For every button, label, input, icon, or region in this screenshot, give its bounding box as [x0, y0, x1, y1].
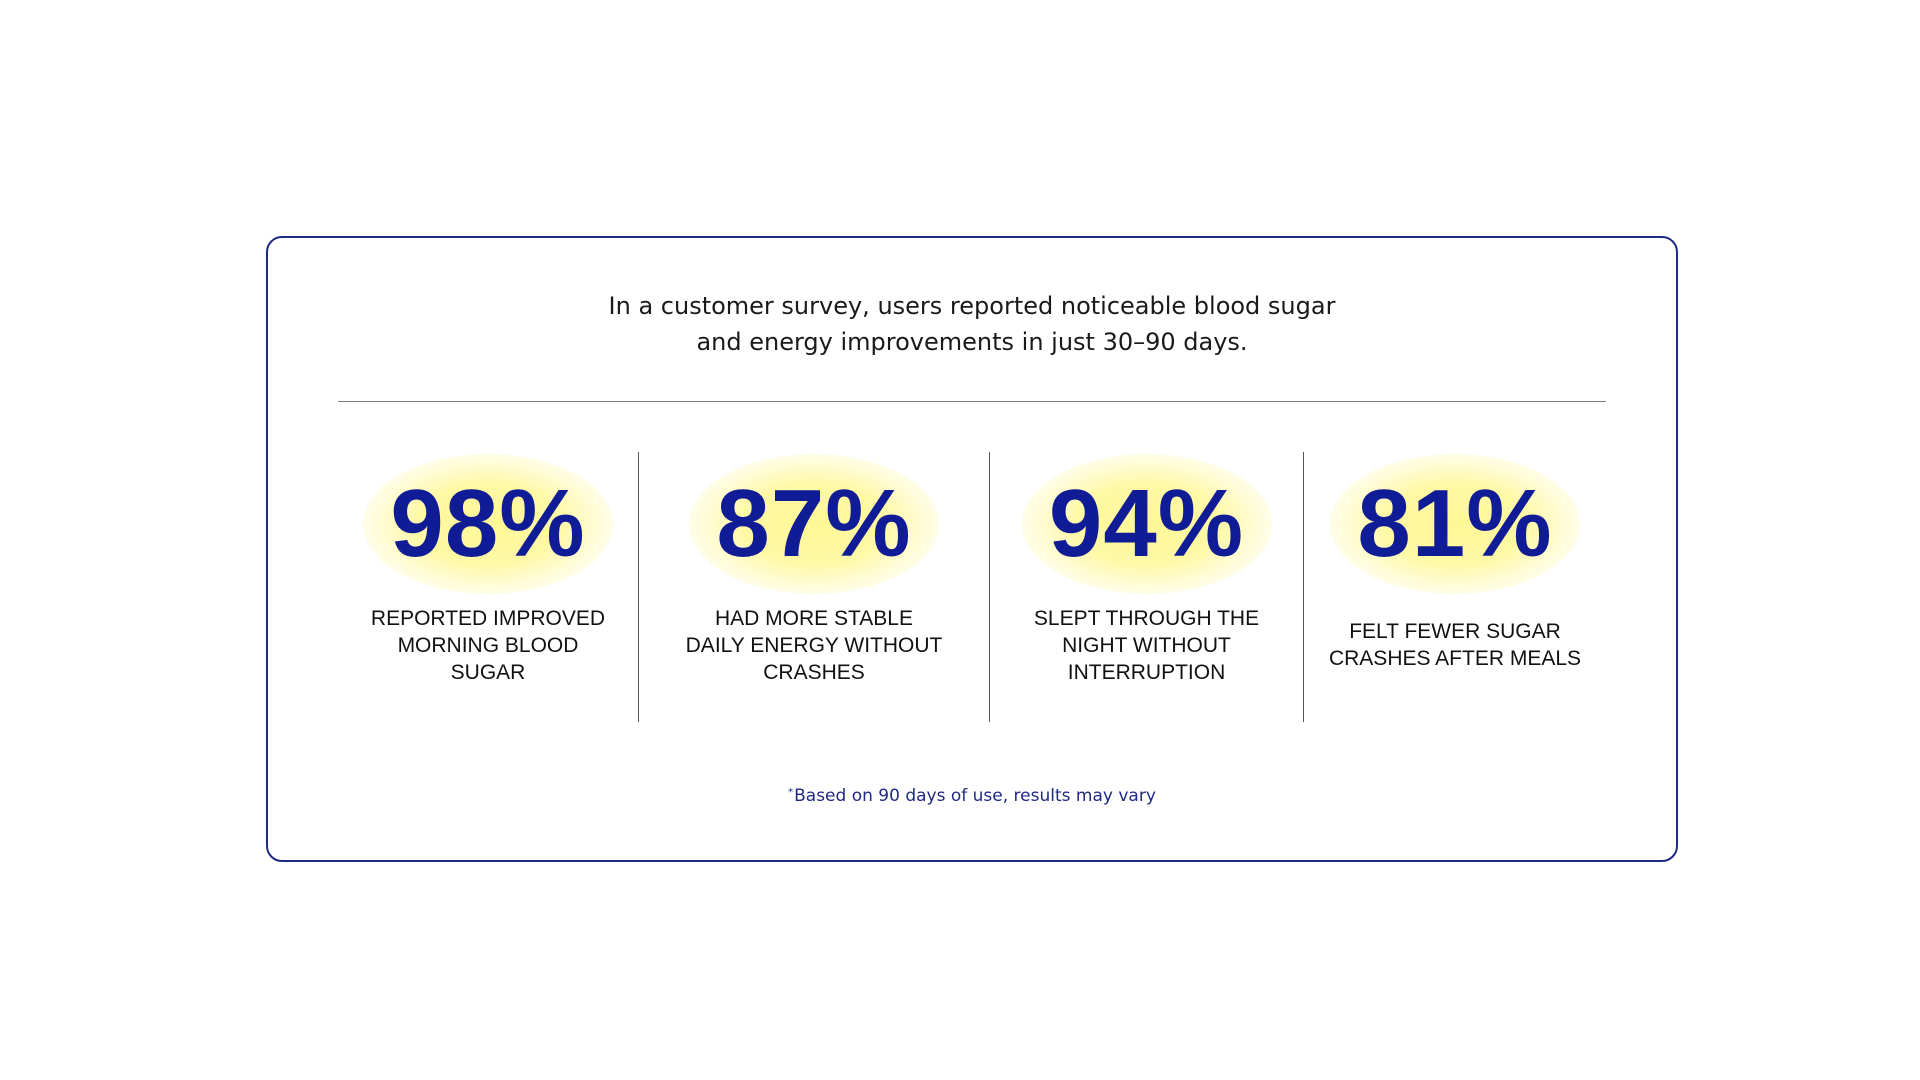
- stat-label: SLEPT THROUGH THE NIGHT WITHOUT INTERRUP…: [990, 600, 1303, 690]
- stat-percent: 81%: [1357, 470, 1553, 577]
- stat-label-text: REPORTED IMPROVED MORNING BLOOD SUGAR: [370, 606, 606, 684]
- stat-percent: 98%: [390, 470, 586, 577]
- horizontal-divider: [338, 401, 1606, 402]
- stat-label: REPORTED IMPROVED MORNING BLOOD SUGAR: [338, 600, 638, 690]
- highlight-glow: [689, 454, 939, 594]
- stat-label-text: FELT FEWER SUGAR CRASHES AFTER MEALS: [1328, 620, 1582, 670]
- vertical-divider: [638, 452, 639, 722]
- vertical-divider: [989, 452, 990, 722]
- stat-percent: 94%: [1048, 470, 1245, 577]
- disclaimer-footnote: *Based on 90 days of use, results may va…: [268, 786, 1676, 806]
- footnote-text: Based on 90 days of use, results may var…: [794, 786, 1156, 806]
- survey-results-card: In a customer survey, users reported not…: [266, 236, 1678, 862]
- survey-intro-text: In a customer survey, users reported not…: [608, 292, 1336, 356]
- stat-label-text: SLEPT THROUGH THE NIGHT WITHOUT INTERRUP…: [1033, 606, 1260, 684]
- stat-item: 81% FELT FEWER SUGAR CRASHES AFTER MEALS: [1304, 452, 1606, 722]
- stat-item: 94% SLEPT THROUGH THE NIGHT WITHOUT INTE…: [990, 452, 1303, 722]
- highlight-glow: [1330, 454, 1580, 594]
- highlight-glow: [363, 454, 613, 594]
- footnote-marker: *: [788, 787, 794, 798]
- stat-label: HAD MORE STABLE DAILY ENERGY WITHOUT CRA…: [639, 600, 989, 690]
- highlight-glow: [1021, 454, 1272, 594]
- stat-percent: 87%: [716, 470, 912, 577]
- stat-label: FELT FEWER SUGAR CRASHES AFTER MEALS: [1304, 600, 1606, 690]
- vertical-divider: [1303, 452, 1304, 722]
- stat-item: 98% REPORTED IMPROVED MORNING BLOOD SUGA…: [338, 452, 638, 722]
- stats-row: 98% REPORTED IMPROVED MORNING BLOOD SUGA…: [338, 452, 1606, 722]
- stat-label-text: HAD MORE STABLE DAILY ENERGY WITHOUT CRA…: [685, 606, 943, 684]
- stat-item: 87% HAD MORE STABLE DAILY ENERGY WITHOUT…: [639, 452, 989, 722]
